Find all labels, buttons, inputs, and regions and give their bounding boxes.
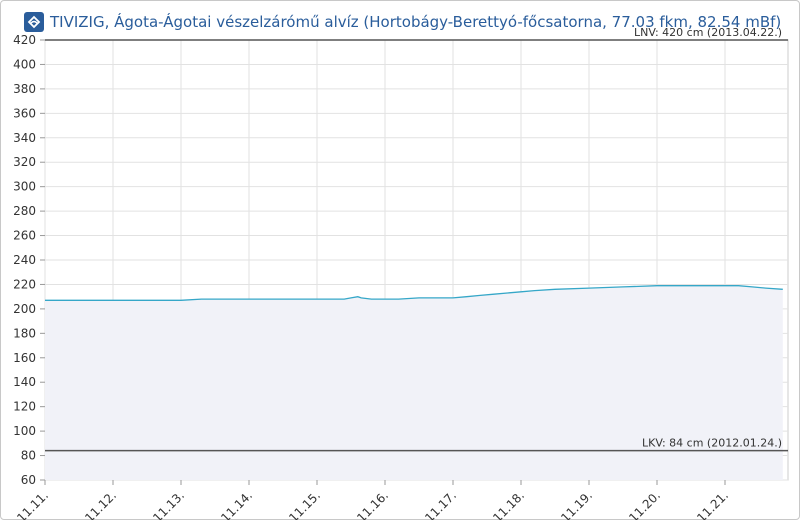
x-tick-label: 11.12. bbox=[82, 488, 119, 520]
y-tick-label: 280 bbox=[13, 204, 36, 218]
y-tick-label: 140 bbox=[13, 375, 36, 389]
x-tick-label: 11.14. bbox=[218, 488, 255, 520]
y-tick-label: 180 bbox=[13, 326, 36, 340]
y-tick-label: 400 bbox=[13, 57, 36, 71]
chart-header: TIVIZIG, Ágota-Ágotai vészelzárómű alvíz… bbox=[24, 10, 781, 34]
lnv-reference-label: LNV: 420 cm (2013.04.22.) bbox=[634, 26, 782, 39]
y-tick-label: 360 bbox=[13, 106, 36, 120]
y-tick-label: 200 bbox=[13, 302, 36, 316]
y-tick-label: 100 bbox=[13, 424, 36, 438]
y-tick-label: 420 bbox=[13, 33, 36, 47]
x-tick-label: 11.11. bbox=[14, 488, 51, 520]
y-tick-label: 300 bbox=[13, 180, 36, 194]
y-tick-label: 120 bbox=[13, 400, 36, 414]
y-tick-label: 380 bbox=[13, 82, 36, 96]
y-tick-label: 160 bbox=[13, 351, 36, 365]
x-tick-label: 11.18. bbox=[490, 488, 527, 520]
y-axis-ticks: 60 80 100 120 140 160 180 200 220 240 260 280 300 320… bbox=[13, 33, 45, 487]
x-tick-label: 11.19. bbox=[558, 488, 595, 520]
tivizig-logo-icon bbox=[24, 12, 44, 32]
x-tick-label: 11.20. bbox=[626, 488, 663, 520]
y-tick-label: 80 bbox=[21, 449, 36, 463]
x-axis-ticks: 11.11. 11.12. 11.13. 11.14. 11.15. 11.16. 11.1… bbox=[14, 480, 731, 520]
y-tick-label: 260 bbox=[13, 229, 36, 243]
x-tick-label: 11.16. bbox=[354, 488, 391, 520]
y-tick-label: 220 bbox=[13, 277, 36, 291]
lkv-reference-label: LKV: 84 cm (2012.01.24.) bbox=[642, 437, 782, 450]
y-tick-label: 320 bbox=[13, 155, 36, 169]
y-tick-label: 340 bbox=[13, 131, 36, 145]
x-tick-label: 11.13. bbox=[150, 488, 187, 520]
series-line bbox=[45, 285, 783, 301]
series-area bbox=[45, 285, 783, 480]
x-tick-label: 11.15. bbox=[286, 488, 323, 520]
y-tick-label: 60 bbox=[21, 473, 36, 487]
x-tick-label: 11.21. bbox=[694, 488, 731, 520]
area-layer bbox=[45, 285, 783, 480]
y-tick-label: 240 bbox=[13, 253, 36, 267]
reference-lines: LNV: 420 cm (2013.04.22.) LKV: 84 cm (201… bbox=[45, 26, 788, 452]
chart-title: TIVIZIG, Ágota-Ágotai vészelzárómű alvíz… bbox=[50, 13, 782, 31]
x-tick-label: 11.17. bbox=[422, 488, 459, 520]
